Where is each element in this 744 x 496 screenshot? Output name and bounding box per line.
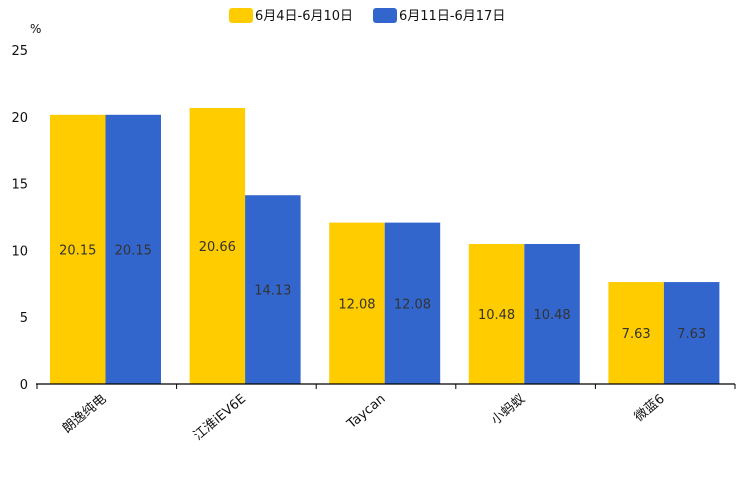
bar-1-5 bbox=[608, 282, 664, 384]
data-label-1-5: 7.63 bbox=[622, 327, 651, 342]
legend-label-1: 6月4日-6月10日 bbox=[255, 9, 353, 24]
data-label-2-4: 10.48 bbox=[533, 308, 570, 323]
data-label-2-1: 20.15 bbox=[115, 243, 152, 258]
x-axis: 朗逸纯电 江淮iEV6E Taycan 小蚂蚁 微蓝6 bbox=[36, 383, 736, 444]
legend-label-2: 6月11日-6月17日 bbox=[399, 9, 505, 24]
data-label-1-1: 20.15 bbox=[59, 243, 96, 258]
y-tick-label-10: 10 bbox=[11, 244, 28, 259]
y-tick-label-25: 25 bbox=[11, 44, 28, 59]
data-label-2-5: 7.63 bbox=[677, 327, 706, 342]
data-label-2-3: 12.08 bbox=[394, 297, 431, 312]
x-category-label-4: 小蚂蚁 bbox=[489, 392, 529, 429]
bar-1-4 bbox=[468, 243, 525, 384]
bar-1-2 bbox=[189, 107, 246, 385]
y-axis-unit-label: % bbox=[30, 22, 41, 36]
y-tick-label-20: 20 bbox=[11, 111, 28, 126]
bar-2-5 bbox=[663, 282, 720, 384]
x-category-label-2: 江淮iEV6E bbox=[191, 392, 249, 444]
bar-1-1 bbox=[50, 114, 106, 385]
bar-2-3 bbox=[384, 222, 441, 384]
y-tick-label-15: 15 bbox=[11, 178, 28, 193]
bar-2-4 bbox=[524, 243, 580, 384]
bar-1-3 bbox=[329, 222, 385, 384]
legend-swatch-2 bbox=[373, 8, 397, 23]
bar-2-2 bbox=[245, 195, 301, 384]
y-tick-label-0: 0 bbox=[20, 378, 28, 393]
x-category-label-3: Taycan bbox=[344, 392, 389, 433]
data-label-1-2: 20.66 bbox=[199, 240, 236, 255]
legend-swatch-1 bbox=[229, 8, 253, 23]
data-label-2-2: 14.13 bbox=[254, 284, 291, 299]
x-category-label-5: 微蓝6 bbox=[632, 392, 668, 426]
data-label-1-3: 12.08 bbox=[338, 297, 375, 312]
y-axis-ticks: 0 5 10 15 20 25 bbox=[11, 44, 28, 393]
x-category-label-1: 朗逸纯电 bbox=[60, 392, 109, 437]
bar-2-1 bbox=[105, 114, 161, 385]
data-label-1-4: 10.48 bbox=[478, 308, 515, 323]
y-tick-label-5: 5 bbox=[20, 311, 28, 326]
bars: 20.15 20.15 20.66 14.13 12.08 12.08 10.48 10.48… bbox=[50, 107, 720, 385]
legend: 6月4日-6月10日 6月11日-6月17日 bbox=[229, 8, 505, 24]
